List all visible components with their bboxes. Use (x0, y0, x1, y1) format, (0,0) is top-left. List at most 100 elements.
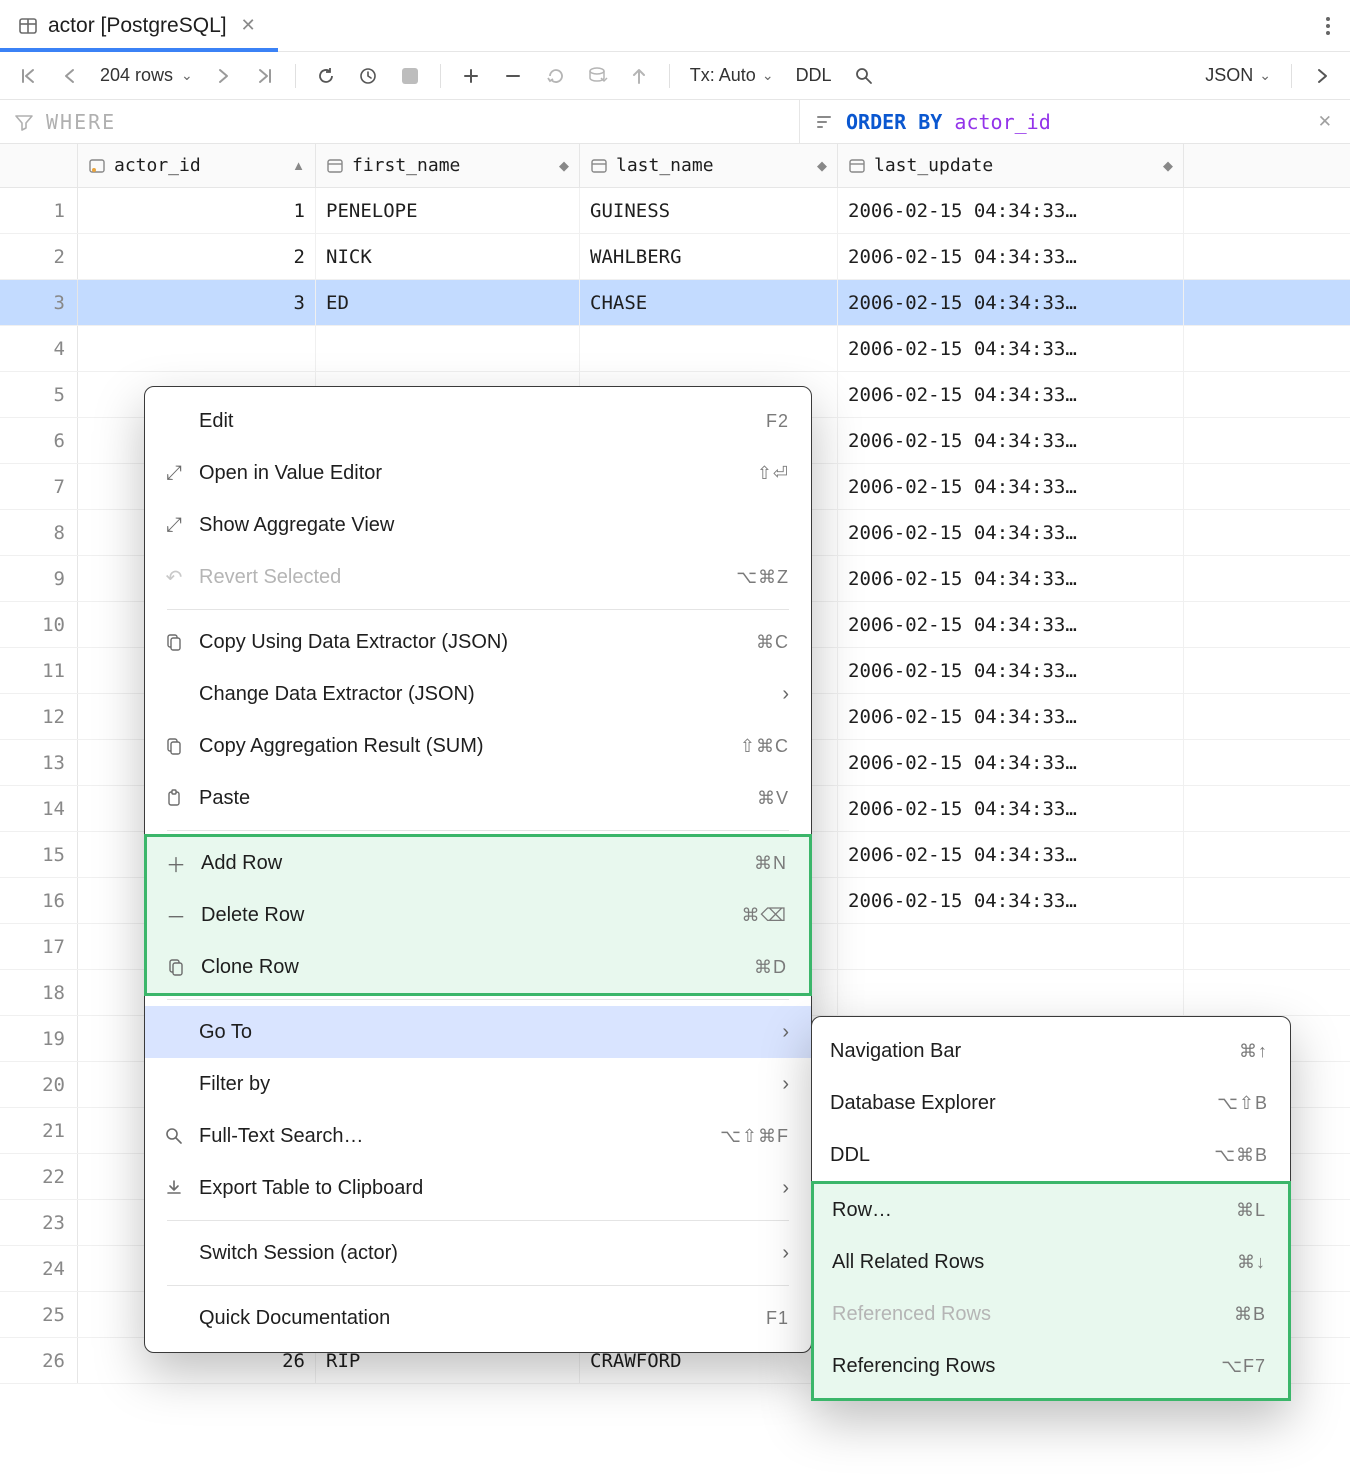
cell-last-update[interactable]: 2006-02-15 04:34:33… (838, 602, 1184, 647)
table-row[interactable]: 11PENELOPEGUINESS2006-02-15 04:34:33… (0, 188, 1350, 234)
last-page-button[interactable] (247, 58, 283, 94)
cell-actor-id[interactable]: 1 (78, 188, 316, 233)
row-number: 12 (0, 694, 78, 739)
cell-actor-id[interactable] (78, 326, 316, 371)
menu-item-copy-aggregation[interactable]: Copy Aggregation Result (SUM)⇧⌘C (145, 720, 811, 772)
submenu-row[interactable]: Row…⌘L (814, 1184, 1288, 1236)
submenu-database-explorer[interactable]: Database Explorer⌥⇧B (812, 1077, 1290, 1129)
ddl-button[interactable]: DDL (788, 65, 840, 86)
row-number: 14 (0, 786, 78, 831)
next-page-button[interactable] (205, 58, 241, 94)
prev-page-button[interactable] (52, 58, 88, 94)
cell-actor-id[interactable]: 3 (78, 280, 316, 325)
clear-sort-icon[interactable]: ✕ (1314, 108, 1336, 136)
menu-item-delete-row[interactable]: －Delete Row⌘⌫ (147, 889, 809, 941)
refresh-button[interactable] (308, 58, 344, 94)
menu-item-switch-session[interactable]: Switch Session (actor)› (145, 1227, 811, 1279)
tab-actor[interactable]: actor [PostgreSQL] ✕ (0, 0, 278, 51)
add-row-button[interactable] (453, 58, 489, 94)
minus-icon: － (165, 901, 187, 930)
cell-last-update[interactable] (838, 970, 1184, 1015)
first-page-button[interactable] (10, 58, 46, 94)
table-row[interactable]: 33EDCHASE2006-02-15 04:34:33… (0, 280, 1350, 326)
tab-close-icon[interactable]: ✕ (237, 11, 260, 40)
submenu-referencing-rows[interactable]: Referencing Rows⌥F7 (814, 1340, 1288, 1392)
column-header-last-name[interactable]: last_name ◆ (580, 144, 838, 187)
expand-right-button[interactable] (1304, 58, 1340, 94)
menu-item-filter-by[interactable]: Filter by› (145, 1058, 811, 1110)
expand-icon: ⤢ (163, 514, 185, 537)
menu-item-change-extractor[interactable]: Change Data Extractor (JSON)› (145, 668, 811, 720)
menu-item-paste[interactable]: Paste⌘V (145, 772, 811, 824)
order-by-filter[interactable]: ORDER BY actor_id ✕ (800, 100, 1350, 143)
cell-last-update[interactable]: 2006-02-15 04:34:33… (838, 878, 1184, 923)
column-header-actor-id[interactable]: actor_id ▲ (78, 144, 316, 187)
menu-item-goto[interactable]: Go To› (145, 1006, 811, 1058)
row-number: 9 (0, 556, 78, 601)
cell-last-update[interactable]: 2006-02-15 04:34:33… (838, 234, 1184, 279)
cell-first-name[interactable] (316, 326, 580, 371)
cell-last-update[interactable]: 2006-02-15 04:34:33… (838, 648, 1184, 693)
cell-first-name[interactable]: ED (316, 280, 580, 325)
cell-first-name[interactable]: NICK (316, 234, 580, 279)
menu-item-quick-doc[interactable]: Quick DocumentationF1 (145, 1292, 811, 1344)
cell-last-update[interactable]: 2006-02-15 04:34:33… (838, 740, 1184, 785)
format-dropdown[interactable]: JSON ⌄ (1197, 65, 1279, 86)
cell-last-update[interactable]: 2006-02-15 04:34:33… (838, 510, 1184, 555)
row-number: 13 (0, 740, 78, 785)
cell-last-name[interactable]: WAHLBERG (580, 234, 838, 279)
tx-mode-dropdown[interactable]: Tx: Auto ⌄ (682, 65, 782, 86)
table-row[interactable]: 22NICKWAHLBERG2006-02-15 04:34:33… (0, 234, 1350, 280)
row-number: 19 (0, 1016, 78, 1061)
revert-button[interactable] (537, 58, 573, 94)
cell-last-name[interactable]: GUINESS (580, 188, 838, 233)
menu-item-edit[interactable]: EditF2 (145, 395, 811, 447)
cell-last-update[interactable] (838, 924, 1184, 969)
menu-item-add-row[interactable]: ＋Add Row⌘N (147, 837, 809, 889)
table-row[interactable]: 42006-02-15 04:34:33… (0, 326, 1350, 372)
cell-last-update[interactable]: 2006-02-15 04:34:33… (838, 694, 1184, 739)
cell-last-update[interactable]: 2006-02-15 04:34:33… (838, 418, 1184, 463)
cell-last-update[interactable]: 2006-02-15 04:34:33… (838, 326, 1184, 371)
cell-last-update[interactable]: 2006-02-15 04:34:33… (838, 372, 1184, 417)
menu-item-clone-row[interactable]: Clone Row⌘D (147, 941, 809, 993)
menu-item-show-aggregate[interactable]: ⤢Show Aggregate View (145, 499, 811, 551)
search-button[interactable] (846, 58, 882, 94)
paste-icon (163, 789, 185, 807)
menu-item-copy-extractor[interactable]: Copy Using Data Extractor (JSON)⌘C (145, 616, 811, 668)
menu-item-open-value-editor[interactable]: ⤢Open in Value Editor⇧⏎ (145, 447, 811, 499)
column-header-first-name[interactable]: first_name ◆ (316, 144, 580, 187)
cell-last-update[interactable]: 2006-02-15 04:34:33… (838, 556, 1184, 601)
cell-actor-id[interactable]: 2 (78, 234, 316, 279)
tab-overflow[interactable] (1316, 0, 1340, 51)
submenu-ddl[interactable]: DDL⌥⌘B (812, 1129, 1290, 1181)
submit-button[interactable] (621, 58, 657, 94)
menu-item-export[interactable]: Export Table to Clipboard› (145, 1162, 811, 1214)
commit-button[interactable] (579, 58, 615, 94)
search-icon (163, 1127, 185, 1145)
menu-item-fulltext-search[interactable]: Full-Text Search…⌥⇧⌘F (145, 1110, 811, 1162)
cell-first-name[interactable]: PENELOPE (316, 188, 580, 233)
chevron-down-icon: ⌄ (762, 67, 774, 84)
sort-asc-icon: ▲ (292, 158, 305, 173)
cell-last-name[interactable] (580, 326, 838, 371)
submenu-navigation-bar[interactable]: Navigation Bar⌘↑ (812, 1025, 1290, 1077)
remove-row-button[interactable] (495, 58, 531, 94)
cell-last-name[interactable]: CHASE (580, 280, 838, 325)
tab-title: actor [PostgreSQL] (48, 14, 227, 38)
column-name: last_update (874, 155, 993, 176)
row-count-dropdown[interactable]: 204 rows ⌄ (94, 65, 199, 86)
column-icon (848, 157, 866, 175)
where-filter[interactable]: WHERE (0, 100, 800, 143)
cell-last-update[interactable]: 2006-02-15 04:34:33… (838, 188, 1184, 233)
undo-icon: ↶ (163, 565, 185, 590)
cell-last-update[interactable]: 2006-02-15 04:34:33… (838, 832, 1184, 877)
row-number: 3 (0, 280, 78, 325)
submenu-all-related[interactable]: All Related Rows⌘↓ (814, 1236, 1288, 1288)
cell-last-update[interactable]: 2006-02-15 04:34:33… (838, 464, 1184, 509)
column-header-last-update[interactable]: last_update ◆ (838, 144, 1184, 187)
stop-button[interactable] (392, 58, 428, 94)
cell-last-update[interactable]: 2006-02-15 04:34:33… (838, 280, 1184, 325)
auto-refresh-button[interactable] (350, 58, 386, 94)
cell-last-update[interactable]: 2006-02-15 04:34:33… (838, 786, 1184, 831)
